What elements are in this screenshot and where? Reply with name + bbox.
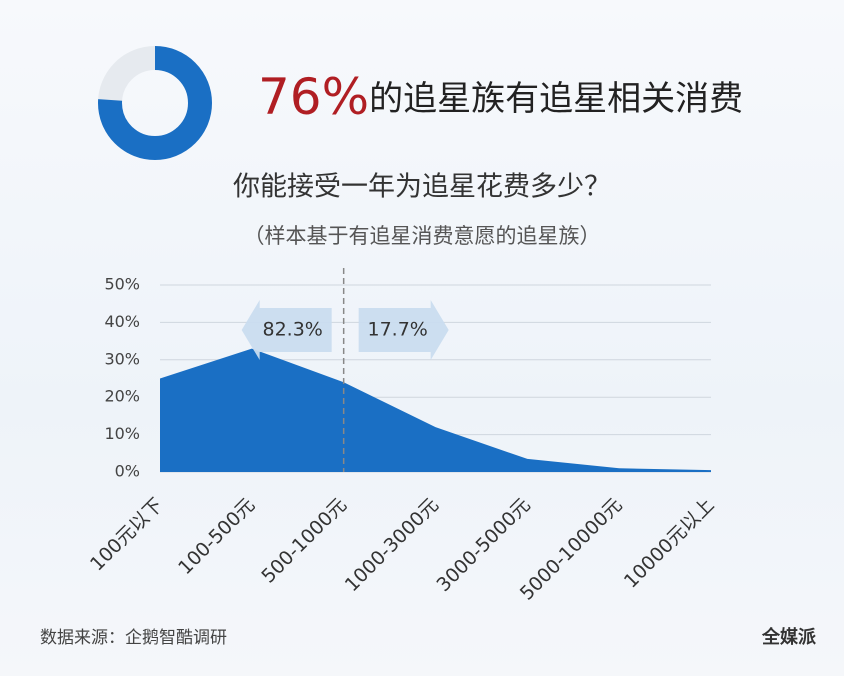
y-tick-label: 40%	[104, 312, 140, 331]
watermark: 全媒派	[761, 626, 817, 648]
y-tick-label: 50%	[104, 275, 140, 294]
headline: 76%的追星族有追星相关消费	[258, 68, 743, 126]
chart-subtitle: （样本基于有追星消费意愿的追星族）	[244, 224, 601, 248]
y-tick-label: 20%	[104, 387, 140, 406]
annotation-label: 17.7%	[367, 319, 427, 341]
source: 数据来源：企鹅智酷调研	[40, 628, 227, 648]
area	[160, 348, 711, 472]
annotation-arrow	[358, 300, 449, 360]
y-tick-label: 10%	[104, 424, 140, 443]
headline-text: 的追星族有追星相关消费	[369, 79, 743, 119]
annotation-arrow	[241, 300, 332, 360]
y-tick-label: 0%	[115, 462, 140, 481]
donut-arc	[98, 46, 212, 160]
chart-title: 你能接受一年为追星花费多少？	[233, 172, 611, 203]
y-tick-label: 30%	[104, 349, 140, 368]
headline-value: 76%	[258, 68, 369, 126]
annotation-label: 82.3%	[262, 319, 322, 341]
